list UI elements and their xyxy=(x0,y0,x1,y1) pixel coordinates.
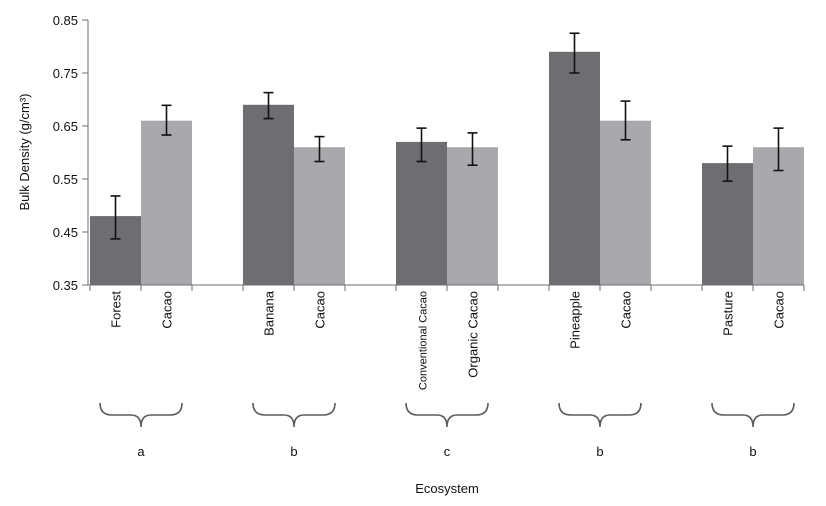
y-tick-label: 0.85 xyxy=(53,13,78,28)
y-ticks-layer: 0.35 0.45 0.55 0.65 0.75 0.85 xyxy=(53,13,88,293)
bar-conventional-cacao xyxy=(396,141,447,285)
group-brace xyxy=(252,402,336,428)
error-bars-layer xyxy=(110,32,784,240)
y-tick-label: 0.65 xyxy=(53,119,78,134)
group-brace xyxy=(711,402,795,428)
bar-cacao xyxy=(600,120,651,285)
bar-organic-cacao xyxy=(447,147,498,285)
bar-pineapple xyxy=(549,51,600,285)
x-category-label: Organic Cacao xyxy=(466,291,481,378)
group-brace xyxy=(99,402,183,428)
y-axis-title: Bulk Density (g/cm³) xyxy=(17,93,32,210)
group-significance-letter: b xyxy=(749,444,756,459)
x-category-label: Banana xyxy=(262,290,277,336)
axes-layer xyxy=(87,20,804,286)
x-category-label: Pineapple xyxy=(568,291,583,349)
bars-layer xyxy=(90,51,804,285)
y-tick-label: 0.75 xyxy=(53,66,78,81)
bar-cacao xyxy=(294,147,345,285)
group-significance-letter: b xyxy=(596,444,603,459)
y-tick-label: 0.55 xyxy=(53,172,78,187)
group-brace xyxy=(405,402,489,428)
x-category-label: Cacao xyxy=(772,291,787,329)
group-significance-letter: b xyxy=(290,444,297,459)
bar-pasture xyxy=(702,163,753,285)
x-category-label: Pasture xyxy=(721,291,736,336)
x-category-label: Conventional Cacao xyxy=(418,291,430,390)
x-category-label: Cacao xyxy=(619,291,634,329)
group-significance-letter: c xyxy=(444,444,451,459)
bar-cacao xyxy=(141,120,192,285)
x-category-label: Cacao xyxy=(313,291,328,329)
y-tick-label: 0.35 xyxy=(53,278,78,293)
bar-banana xyxy=(243,104,294,285)
group-significance-letter: a xyxy=(137,444,145,459)
x-category-label: Forest xyxy=(109,291,124,328)
group-brace xyxy=(558,402,642,428)
x-axis-title: Ecosystem xyxy=(415,481,479,496)
x-category-labels-layer: Forest Cacao Banana Cacao Conventional Cacao… xyxy=(89,285,805,390)
x-category-label: Cacao xyxy=(160,291,175,329)
y-tick-label: 0.45 xyxy=(53,225,78,240)
